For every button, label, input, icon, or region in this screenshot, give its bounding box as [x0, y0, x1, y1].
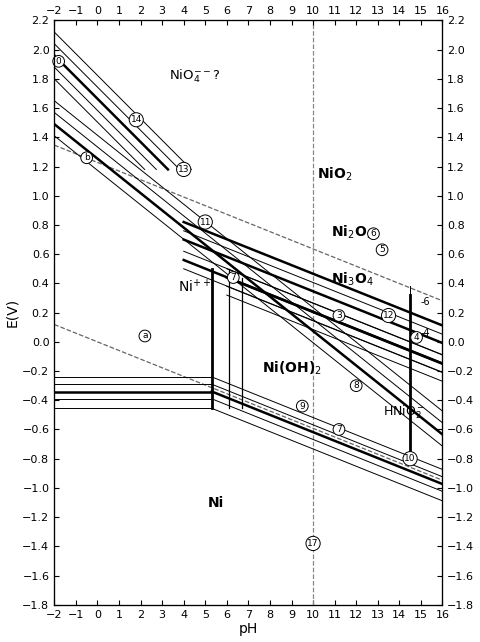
Text: b: b	[84, 153, 90, 162]
Text: 6: 6	[371, 229, 376, 238]
Text: a: a	[142, 331, 148, 340]
Text: 14: 14	[131, 116, 142, 125]
Text: 11: 11	[200, 218, 211, 227]
X-axis label: pH: pH	[239, 623, 258, 636]
Text: 0: 0	[56, 57, 61, 66]
Text: 3: 3	[336, 311, 342, 320]
Text: Ni$_2$O$_3$: Ni$_2$O$_3$	[331, 223, 373, 241]
Text: NiO$_4^{--}$?: NiO$_4^{--}$?	[168, 67, 220, 85]
Text: Ni$^{++}$: Ni$^{++}$	[178, 277, 211, 295]
Text: 17: 17	[307, 539, 319, 548]
Y-axis label: E(V): E(V)	[6, 298, 20, 327]
Text: 7: 7	[336, 425, 342, 434]
Text: Ni$_3$O$_4$: Ni$_3$O$_4$	[331, 270, 373, 288]
Text: -6: -6	[420, 297, 430, 308]
Text: 5: 5	[379, 245, 385, 254]
Text: 13: 13	[178, 165, 190, 174]
Text: NiO$_2$: NiO$_2$	[317, 165, 352, 182]
Text: -4: -4	[420, 328, 430, 338]
Text: HNiO$_2^-$: HNiO$_2^-$	[383, 403, 425, 421]
Text: 7: 7	[230, 273, 236, 282]
Text: 12: 12	[383, 311, 394, 320]
Text: 10: 10	[404, 454, 416, 464]
Text: 8: 8	[353, 381, 359, 390]
Text: Ni: Ni	[208, 496, 224, 510]
Text: Ni(OH)$_2$: Ni(OH)$_2$	[262, 360, 322, 377]
Text: 4: 4	[414, 333, 420, 342]
Text: 9: 9	[300, 402, 305, 411]
